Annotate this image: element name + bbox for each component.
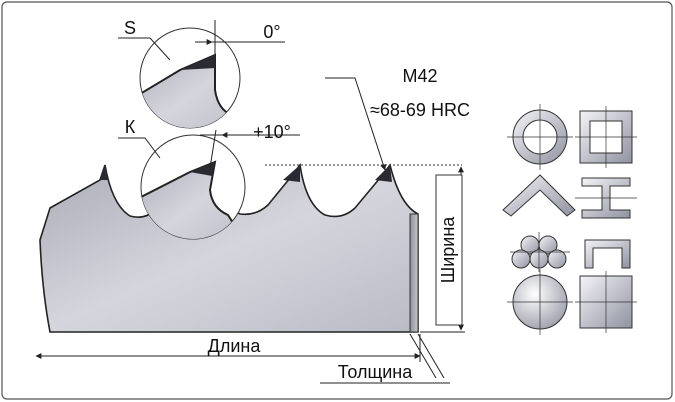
- material-leader: [325, 77, 387, 171]
- hardness-label: ≈68-69 HRC: [370, 100, 470, 120]
- tooth-k-zoom: [118, 129, 300, 240]
- square-tube-icon: [575, 106, 637, 168]
- solid-square-icon: [575, 271, 637, 333]
- width-label: Ширина: [438, 216, 458, 284]
- width-label-box: [435, 174, 463, 326]
- tooth-k-label: К: [125, 117, 136, 137]
- channel-icon: [584, 239, 631, 269]
- blade-edge: [409, 213, 419, 333]
- angle-k-label: +10°: [253, 122, 291, 142]
- solid-round-icon: [507, 269, 573, 335]
- thickness-label: Толщина: [338, 362, 414, 382]
- tooth-s-label: S: [124, 18, 136, 38]
- round-tube-icon: [507, 104, 573, 170]
- angle-s-label: 0°: [263, 22, 280, 42]
- thickness-leader-1: [409, 333, 437, 379]
- thickness-leader-2: [417, 333, 445, 379]
- i-beam-icon: [575, 177, 637, 219]
- bundled-bars-icon: [510, 232, 570, 272]
- material-label: M42: [402, 66, 437, 86]
- length-label: Длина: [208, 336, 262, 356]
- tooth-tips: [100, 165, 392, 182]
- angle-bar-icon: [502, 174, 576, 217]
